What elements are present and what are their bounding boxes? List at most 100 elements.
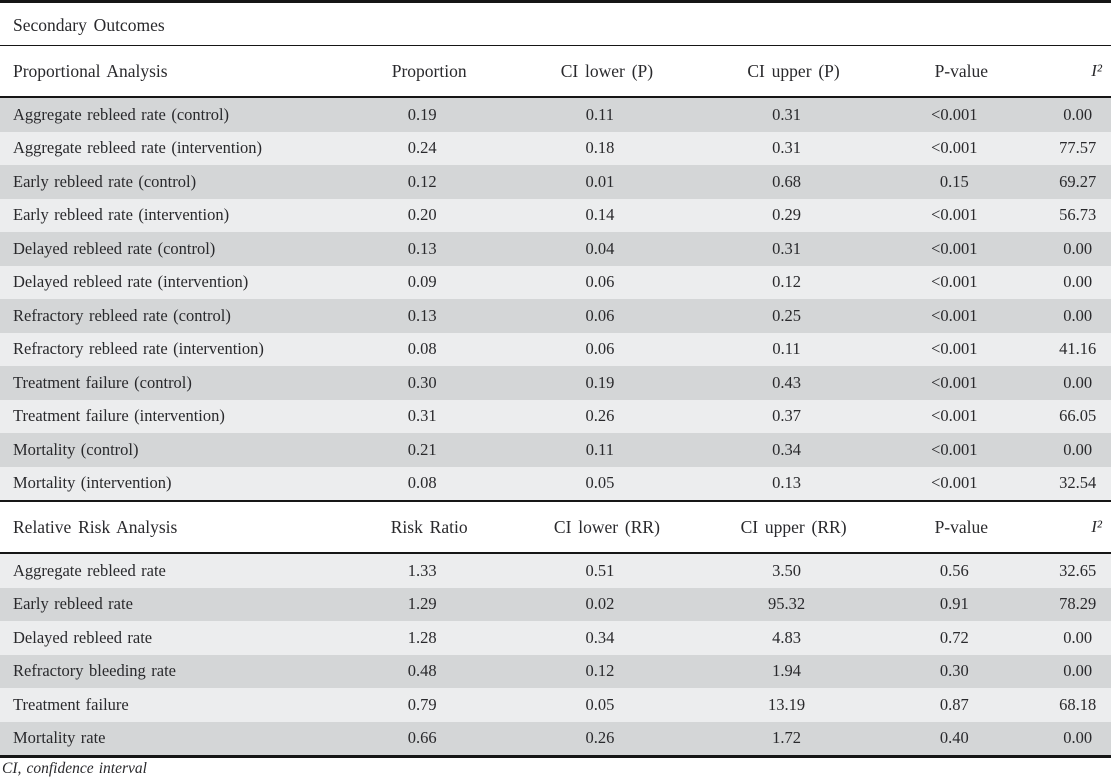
value-cell: 0.31 xyxy=(772,138,801,158)
row-label: Mortality (intervention) xyxy=(13,473,172,493)
value-cell: 0.30 xyxy=(939,661,969,681)
value-cell: 78.29 xyxy=(1059,594,1097,614)
value-cell: 0.34 xyxy=(772,439,801,459)
column-header: Proportion xyxy=(391,60,467,81)
value-cell: 0.21 xyxy=(407,439,437,459)
value-cell: 0.12 xyxy=(407,171,437,191)
row-label: Aggregate rebleed rate (control) xyxy=(13,104,230,124)
value-cell: 0.31 xyxy=(407,406,437,426)
value-cell: <0.001 xyxy=(931,238,978,258)
value-cell: 0.08 xyxy=(407,473,437,493)
column-header: CI upper (RR) xyxy=(740,516,847,537)
value-cell: 1.72 xyxy=(772,728,801,748)
table-row: Mortality (control) 0.21 0.11 0.34 <0.001 0.0… xyxy=(0,433,1111,467)
value-cell: 0.00 xyxy=(1063,627,1093,647)
value-cell: 0.31 xyxy=(772,104,801,124)
value-cell: 0.19 xyxy=(407,104,437,124)
value-cell: 0.11 xyxy=(585,104,615,124)
row-label: Aggregate rebleed rate xyxy=(13,560,166,580)
value-cell: 0.29 xyxy=(772,205,801,225)
value-cell: 32.65 xyxy=(1059,560,1097,580)
section-header-label: Proportional Analysis xyxy=(13,60,168,81)
value-cell: 0.25 xyxy=(772,305,801,325)
value-cell: 0.31 xyxy=(772,238,801,258)
value-cell: 0.56 xyxy=(939,560,969,580)
table-row: Treatment failure (control) 0.30 0.19 0.43 <… xyxy=(0,366,1111,400)
table-row: Delayed rebleed rate (intervention) 0.09 0… xyxy=(0,265,1111,299)
column-header: CI lower (P) xyxy=(560,60,654,81)
value-cell: 0.15 xyxy=(939,171,969,191)
value-cell: <0.001 xyxy=(931,473,978,493)
column-header: I² xyxy=(1091,61,1102,80)
table-row: Refractory rebleed rate (intervention) 0.… xyxy=(0,332,1111,366)
value-cell: 1.29 xyxy=(407,594,437,614)
value-cell: <0.001 xyxy=(931,138,978,158)
value-cell: 0.37 xyxy=(772,406,801,426)
row-label: Treatment failure (intervention) xyxy=(13,406,225,426)
table-row: Refractory rebleed rate (control) 0.13 0.0… xyxy=(0,299,1111,333)
value-cell: 0.72 xyxy=(939,627,969,647)
value-cell: 0.00 xyxy=(1063,305,1093,325)
value-cell: 0.00 xyxy=(1063,439,1093,459)
column-header-row: Relative Risk Analysis Risk Ratio CI lower… xyxy=(0,500,1111,554)
value-cell: 0.11 xyxy=(585,439,615,459)
table-row: Aggregate rebleed rate 1.33 0.51 3.50 0.56 32… xyxy=(0,554,1111,588)
table-row: Treatment failure (intervention) 0.31 0.26… xyxy=(0,399,1111,433)
value-cell: 0.06 xyxy=(585,305,615,325)
value-cell: 32.54 xyxy=(1059,473,1097,493)
value-cell: <0.001 xyxy=(931,406,978,426)
table-row: Delayed rebleed rate (control) 0.13 0.04 0.… xyxy=(0,232,1111,266)
value-cell: 41.16 xyxy=(1059,339,1097,359)
value-cell: 0.00 xyxy=(1063,238,1093,258)
row-label: Aggregate rebleed rate (intervention) xyxy=(13,138,263,158)
table-row: Mortality (intervention) 0.08 0.05 0.13 <0.0… xyxy=(0,466,1111,500)
value-cell: 0.26 xyxy=(585,728,615,748)
table-row: Refractory bleeding rate 0.48 0.12 1.94 0.30… xyxy=(0,654,1111,688)
value-cell: 0.34 xyxy=(585,627,615,647)
value-cell: 0.24 xyxy=(407,138,437,158)
table-row: Early rebleed rate 1.29 0.02 95.32 0.91 78.29 xyxy=(0,587,1111,621)
table-row: Early rebleed rate (intervention) 0.20 0.1… xyxy=(0,198,1111,232)
row-label: Refractory rebleed rate (control) xyxy=(13,305,231,325)
row-label: Delayed rebleed rate xyxy=(13,627,153,647)
value-cell: 0.87 xyxy=(939,694,969,714)
row-label: Early rebleed rate xyxy=(13,594,133,614)
section-rows: Aggregate rebleed rate 1.33 0.51 3.50 0.56 32… xyxy=(0,554,1111,755)
value-cell: 0.11 xyxy=(772,339,801,359)
value-cell: 0.79 xyxy=(407,694,437,714)
table-body: Secondary Outcomes Proportional Analysis… xyxy=(0,0,1111,758)
table-row: Aggregate rebleed rate (control) 0.19 0.11… xyxy=(0,98,1111,132)
value-cell: 0.13 xyxy=(407,238,437,258)
table-row: Aggregate rebleed rate (intervention) 0.2… xyxy=(0,131,1111,165)
value-cell: 0.05 xyxy=(585,694,615,714)
value-cell: 0.26 xyxy=(585,406,615,426)
section-relative-risk-analysis: Relative Risk Analysis Risk Ratio CI lower… xyxy=(0,500,1111,755)
row-label: Early rebleed rate (intervention) xyxy=(13,205,230,225)
value-cell: 0.14 xyxy=(585,205,615,225)
row-label: Refractory bleeding rate xyxy=(13,661,176,681)
column-header: I² xyxy=(1091,517,1102,536)
value-cell: 0.00 xyxy=(1063,728,1093,748)
value-cell: 69.27 xyxy=(1059,171,1097,191)
value-cell: 0.43 xyxy=(772,372,801,392)
row-label: Delayed rebleed rate (control) xyxy=(13,238,216,258)
row-label: Refractory rebleed rate (intervention) xyxy=(13,339,264,359)
value-cell: 0.13 xyxy=(407,305,437,325)
row-label: Mortality rate xyxy=(13,728,106,748)
table-row: Early rebleed rate (control) 0.12 0.01 0.68… xyxy=(0,165,1111,199)
column-header: CI lower (RR) xyxy=(553,516,660,537)
table-row: Treatment failure 0.79 0.05 13.19 0.87 68.18 xyxy=(0,688,1111,722)
value-cell: 0.05 xyxy=(585,473,615,493)
value-cell: <0.001 xyxy=(931,372,978,392)
value-cell: 0.08 xyxy=(407,339,437,359)
value-cell: <0.001 xyxy=(931,339,978,359)
value-cell: 0.00 xyxy=(1063,272,1093,292)
value-cell: 0.40 xyxy=(939,728,969,748)
column-header: P-value xyxy=(934,60,989,81)
value-cell: <0.001 xyxy=(931,272,978,292)
value-cell: 56.73 xyxy=(1059,205,1097,225)
section-proportional-analysis: Proportional Analysis Proportion CI lower … xyxy=(0,46,1111,500)
row-label: Treatment failure (control) xyxy=(13,372,192,392)
table-row: Delayed rebleed rate 1.28 0.34 4.83 0.72 0.00 xyxy=(0,621,1111,655)
